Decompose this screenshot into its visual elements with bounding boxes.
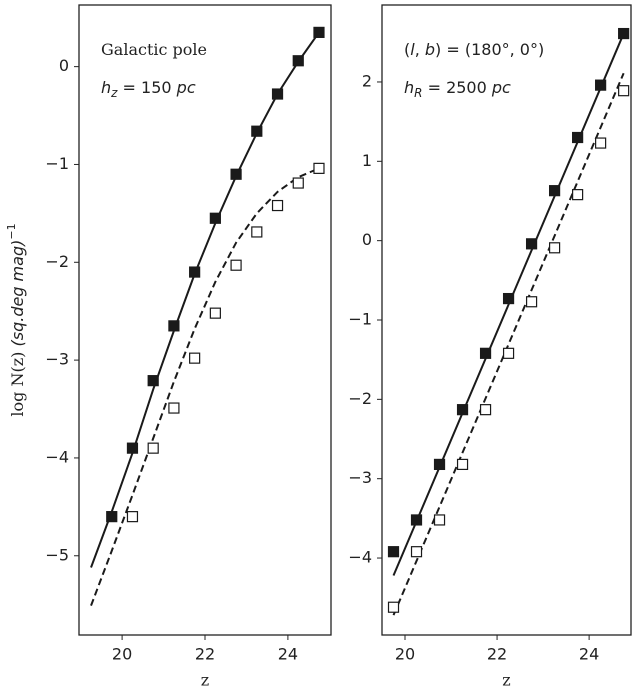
annotation-part: = 150 bbox=[117, 78, 176, 97]
filled-square bbox=[387, 546, 400, 558]
y-tick-label: −2 bbox=[348, 389, 372, 408]
filled-square bbox=[271, 88, 284, 100]
open-square bbox=[502, 347, 515, 359]
open-square bbox=[313, 162, 325, 174]
y-tick-label: −4 bbox=[45, 447, 69, 466]
x-tick-label: 24 bbox=[579, 645, 599, 664]
y-tick-label: −4 bbox=[348, 548, 372, 567]
open-square bbox=[572, 189, 584, 201]
plot-frame bbox=[78, 4, 332, 636]
x-tick-label: 22 bbox=[487, 645, 507, 664]
y-label-part: log N(z) bbox=[8, 347, 27, 417]
x-tick-label: 24 bbox=[278, 645, 298, 664]
filled-square bbox=[168, 320, 180, 332]
filled-square bbox=[618, 27, 630, 40]
open-square bbox=[548, 242, 561, 254]
filled-square bbox=[502, 292, 515, 305]
open-square bbox=[126, 511, 139, 523]
filled-square bbox=[410, 514, 423, 526]
model-line bbox=[90, 31, 320, 568]
x-axis-label: z bbox=[502, 671, 510, 690]
filled-square bbox=[313, 26, 325, 38]
annotation-part: ) = (180°, 0°) bbox=[435, 40, 544, 59]
open-square bbox=[209, 307, 221, 319]
filled-square bbox=[209, 212, 221, 224]
filled-square bbox=[126, 442, 139, 454]
y-tick-label: 2 bbox=[362, 71, 372, 90]
open-square bbox=[525, 296, 538, 308]
model-line bbox=[392, 72, 625, 616]
open-square bbox=[230, 259, 242, 271]
y-tick-label: −2 bbox=[45, 252, 69, 271]
filled-square bbox=[548, 185, 561, 197]
open-square bbox=[189, 352, 201, 364]
annotation-part: ( bbox=[404, 40, 410, 59]
annotation-part: pc bbox=[176, 78, 196, 97]
filled-square bbox=[479, 347, 492, 359]
annotation-part: pc bbox=[491, 78, 511, 97]
open-square bbox=[147, 442, 159, 454]
annotation: hR = 2500 pc bbox=[404, 78, 511, 100]
filled-square bbox=[456, 404, 469, 416]
x-axis-label: z bbox=[201, 671, 209, 690]
filled-square bbox=[251, 125, 263, 137]
filled-square bbox=[292, 55, 304, 67]
open-square bbox=[456, 458, 469, 471]
annotation-part: h bbox=[404, 78, 414, 97]
y-tick-label: −1 bbox=[45, 154, 69, 173]
open-square bbox=[251, 226, 263, 238]
open-square bbox=[479, 404, 492, 416]
annotation: hz = 150 pc bbox=[101, 78, 196, 100]
y-label-part: (sq.deg mag) bbox=[8, 240, 27, 347]
filled-square bbox=[572, 131, 584, 144]
annotation-part: h bbox=[101, 78, 111, 97]
x-tick-label: 20 bbox=[112, 645, 132, 664]
annotation-part: R bbox=[414, 86, 422, 100]
x-tick-label: 20 bbox=[395, 645, 415, 664]
annotation: (l, b) = (180°, 0°) bbox=[404, 40, 544, 59]
annotation-part: z bbox=[110, 86, 118, 100]
y-tick-label: 0 bbox=[59, 56, 69, 75]
open-square bbox=[410, 546, 423, 558]
filled-square bbox=[189, 266, 201, 278]
model-line bbox=[392, 33, 625, 576]
filled-square bbox=[106, 511, 118, 523]
annotation-part: b bbox=[425, 40, 435, 59]
filled-square bbox=[433, 458, 446, 471]
y-label-part: −1 bbox=[5, 223, 18, 239]
filled-square bbox=[230, 168, 242, 180]
filled-square bbox=[595, 79, 607, 91]
annotation-part: , bbox=[415, 40, 425, 59]
filled-square bbox=[147, 375, 159, 387]
x-tick-label: 22 bbox=[195, 645, 215, 664]
open-square bbox=[292, 177, 304, 189]
open-square bbox=[433, 514, 446, 526]
y-tick-label: −5 bbox=[45, 545, 69, 564]
annotation-part: l bbox=[410, 40, 415, 59]
open-square bbox=[595, 137, 607, 149]
y-tick-label: 1 bbox=[362, 151, 372, 170]
annotation-part: Galactic pole bbox=[101, 40, 207, 59]
plot-frame bbox=[381, 4, 632, 636]
filled-square bbox=[525, 238, 538, 250]
y-tick-label: −3 bbox=[348, 468, 372, 487]
y-axis-label: log N(z) (sq.deg mag)−1 bbox=[5, 223, 27, 416]
model-line bbox=[90, 167, 320, 607]
open-square bbox=[168, 402, 180, 414]
y-tick-label: 0 bbox=[362, 230, 372, 249]
open-square bbox=[387, 601, 400, 613]
y-tick-label: −3 bbox=[45, 350, 69, 369]
open-square bbox=[271, 199, 284, 212]
y-tick-label: −1 bbox=[348, 310, 372, 329]
open-square bbox=[618, 85, 630, 97]
annotation-part: = 2500 bbox=[422, 78, 491, 97]
annotation: Galactic pole bbox=[101, 40, 207, 59]
